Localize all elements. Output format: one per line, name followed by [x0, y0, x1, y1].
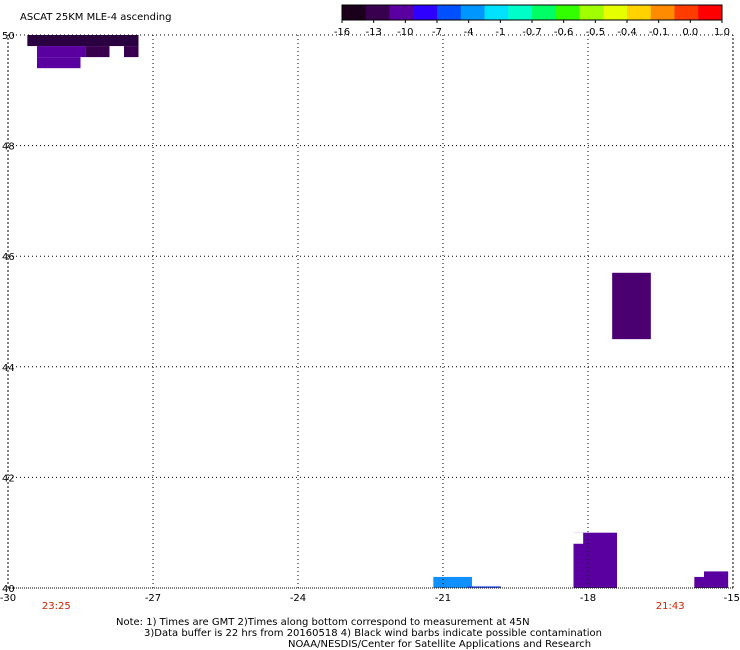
colorbar-swatch [579, 5, 604, 20]
lat-label: 40 [2, 584, 15, 595]
swath-cell [612, 272, 651, 340]
pass-time-label: 23:25 [42, 601, 71, 612]
colorbar-swatch [650, 5, 675, 20]
colorbar-swatch [698, 5, 723, 20]
lat-label: 42 [2, 473, 15, 484]
colorbar-tick-label: 1.0 [714, 27, 730, 38]
colorbar-tick-label: -0.5 [586, 27, 606, 38]
swath-cell [27, 35, 139, 47]
lon-label: -27 [145, 593, 161, 604]
colorbar-swatch [437, 5, 462, 20]
colorbar-tick-label: -7 [432, 27, 442, 38]
colorbar-tick-label: -10 [397, 27, 413, 38]
colorbar-tick-label: -13 [365, 27, 381, 38]
swath-cells [27, 35, 729, 588]
colorbar-tick-label: -16 [334, 27, 350, 38]
axis-labels: -30 -27 -24 -21 -18 -15 40 42 44 46 48 50 23:25 21:43 [0, 31, 740, 612]
colorbar-swatch [413, 5, 438, 20]
map-frame [7, 34, 734, 589]
colorbar-swatch [460, 5, 485, 20]
lon-label: -24 [290, 593, 306, 604]
note-line-1: Note: 1) Times are GMT 2)Times along bot… [116, 617, 530, 628]
colorbar-swatch [532, 5, 557, 20]
pass-time-label: 21:43 [656, 601, 685, 612]
swath-cell [37, 46, 86, 58]
colorbar-swatch [365, 5, 390, 20]
swath-cell [573, 532, 584, 544]
map-title: ASCAT 25KM MLE-4 ascending [20, 12, 171, 23]
colorbar-swatch [674, 5, 699, 20]
swath-cell [694, 576, 704, 588]
colorbar-tick-label: 0.0 [682, 27, 698, 38]
colorbar-tick-label: -0.1 [649, 27, 669, 38]
colorbar: -16 -13 -10 -7 -4 -1 -0.7 -0.6 -0.5 -0.4 -0.1 0.0 1.… [334, 4, 730, 38]
lon-label: -18 [580, 593, 596, 604]
lat-lon-grid [7, 34, 734, 589]
colorbar-swatch [389, 5, 414, 20]
colorbar-swatch [603, 5, 628, 20]
colorbar-tick-label: -0.6 [554, 27, 574, 38]
colorbar-tick-label: -0.4 [617, 27, 637, 38]
swath-cell [467, 586, 501, 588]
lat-label: 44 [2, 363, 15, 374]
colorbar-swatch [484, 5, 509, 20]
colorbar-swatch [627, 5, 652, 20]
lat-label: 46 [2, 252, 15, 263]
swath-cell [704, 571, 729, 588]
lat-label: 48 [2, 142, 15, 153]
note-line-3: NOAA/NESDIS/Center for Satellite Applica… [288, 639, 592, 650]
lon-label: -15 [724, 593, 740, 604]
colorbar-tick-label: -4 [464, 27, 474, 38]
colorbar-swatch [555, 5, 580, 20]
colorbar-tick-label: -1 [495, 27, 505, 38]
colorbar-swatch [342, 5, 367, 20]
swath-cell [37, 57, 81, 69]
swath-cell [85, 46, 110, 58]
note-line-2: 3)Data buffer is 22 hrs from 20160518 4)… [144, 628, 602, 639]
lon-label: -30 [0, 593, 16, 604]
colorbar-tick-label: -0.7 [522, 27, 542, 38]
swath-cell [124, 46, 139, 58]
swath-cell [433, 576, 472, 588]
colorbar-swatch [508, 5, 533, 20]
lon-label: -21 [435, 593, 451, 604]
lat-label: 50 [2, 31, 15, 42]
